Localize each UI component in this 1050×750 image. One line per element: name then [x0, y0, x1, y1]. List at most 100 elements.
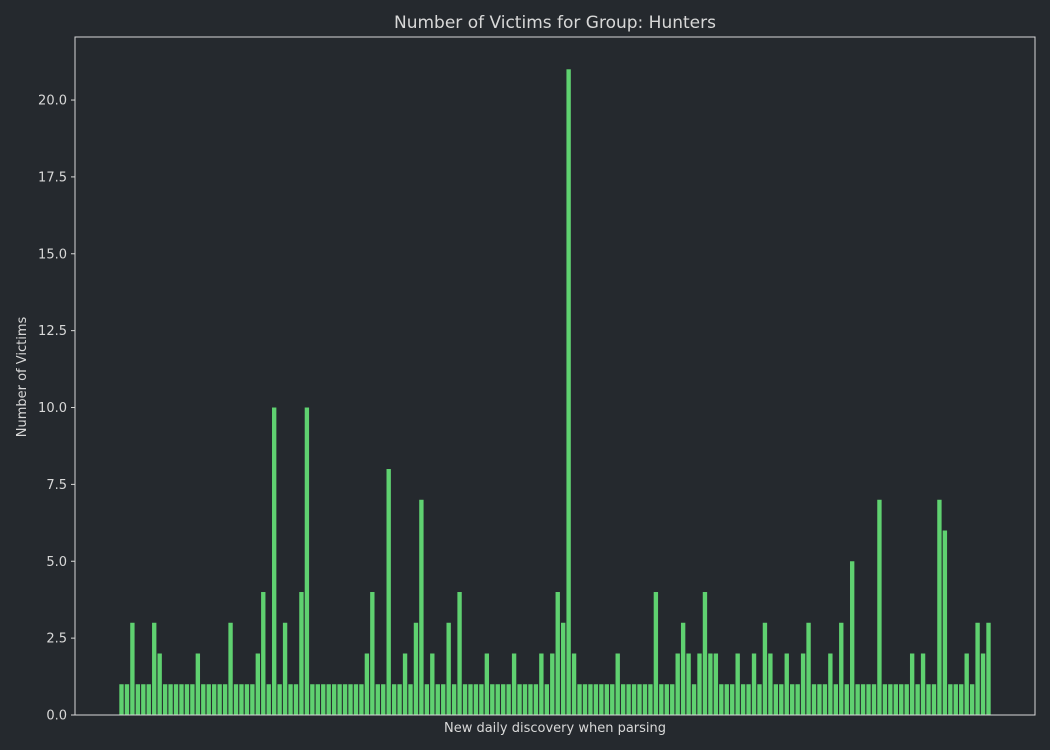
bar — [386, 469, 391, 715]
bar — [757, 684, 762, 715]
bar — [686, 653, 691, 715]
bar — [822, 684, 828, 715]
bar — [817, 684, 822, 715]
bar — [304, 407, 310, 715]
y-tick-label: 2.5 — [46, 632, 67, 647]
bar — [222, 684, 228, 715]
bar — [206, 684, 211, 715]
bar — [942, 530, 948, 715]
y-tick-label: 0.0 — [46, 709, 67, 724]
bar — [773, 684, 779, 715]
bar — [751, 653, 757, 715]
bar — [844, 684, 849, 715]
bar — [877, 499, 882, 715]
bar — [293, 684, 299, 715]
bar — [408, 684, 413, 715]
bar — [550, 653, 555, 715]
bar — [299, 592, 304, 715]
bar — [539, 653, 544, 715]
bar — [544, 684, 549, 715]
bar — [800, 653, 806, 715]
bar — [839, 622, 844, 715]
bar — [201, 684, 206, 715]
bars-group — [119, 69, 991, 716]
bar — [986, 622, 991, 715]
bar — [261, 592, 266, 715]
bar — [931, 684, 937, 715]
bar — [451, 684, 457, 715]
bar — [680, 622, 686, 715]
bar — [370, 592, 375, 715]
bar — [266, 684, 271, 715]
bar — [953, 684, 958, 715]
bar — [724, 684, 729, 715]
bar — [397, 684, 402, 715]
bar — [435, 684, 440, 715]
bar — [610, 684, 615, 715]
bar — [402, 653, 408, 715]
bar — [321, 684, 326, 715]
bar — [173, 684, 179, 715]
bar — [713, 653, 719, 715]
bar — [653, 592, 659, 715]
bar — [331, 684, 337, 715]
bar — [588, 684, 593, 715]
bar — [501, 684, 506, 715]
bar — [975, 622, 980, 715]
bar — [315, 684, 320, 715]
bar — [413, 622, 419, 715]
bar — [899, 684, 904, 715]
bar — [599, 684, 604, 715]
bar — [604, 684, 609, 715]
bar — [168, 684, 173, 715]
bar — [528, 684, 533, 715]
bar — [926, 684, 931, 715]
bar — [157, 653, 162, 715]
bar — [708, 653, 713, 715]
bar — [882, 684, 888, 715]
bar — [871, 684, 877, 715]
bar — [381, 684, 386, 715]
bar — [948, 684, 953, 715]
bar — [195, 653, 201, 715]
bar — [490, 684, 495, 715]
bar — [697, 653, 702, 715]
bar — [288, 684, 293, 715]
y-tick-label: 15.0 — [38, 247, 67, 262]
bar — [391, 684, 397, 715]
bar — [790, 684, 795, 715]
bar — [631, 684, 637, 715]
bar — [904, 684, 909, 715]
bar — [282, 622, 288, 715]
bar — [364, 653, 370, 715]
y-tick-label: 20.0 — [38, 94, 67, 109]
bar — [855, 684, 860, 715]
bar — [784, 653, 789, 715]
bar — [506, 684, 511, 715]
bar — [555, 592, 560, 715]
bar — [342, 684, 348, 715]
bar — [615, 653, 620, 715]
bar — [424, 684, 430, 715]
bar — [446, 622, 451, 715]
bar — [833, 684, 838, 715]
bar — [277, 684, 282, 715]
bar — [915, 684, 920, 715]
bar — [484, 653, 490, 715]
bar — [359, 684, 364, 715]
bar — [473, 684, 479, 715]
bar — [441, 684, 446, 715]
bar — [642, 684, 648, 715]
bar — [730, 684, 735, 715]
bar — [746, 684, 751, 715]
bar — [691, 684, 697, 715]
bar — [920, 653, 926, 715]
bar — [190, 684, 195, 715]
bar — [702, 592, 708, 715]
bar — [272, 407, 277, 715]
bar — [659, 684, 664, 715]
y-axis-label: Number of Victims — [15, 317, 30, 438]
bar — [593, 684, 599, 715]
y-tick-label: 17.5 — [38, 170, 67, 185]
bar — [795, 684, 800, 715]
